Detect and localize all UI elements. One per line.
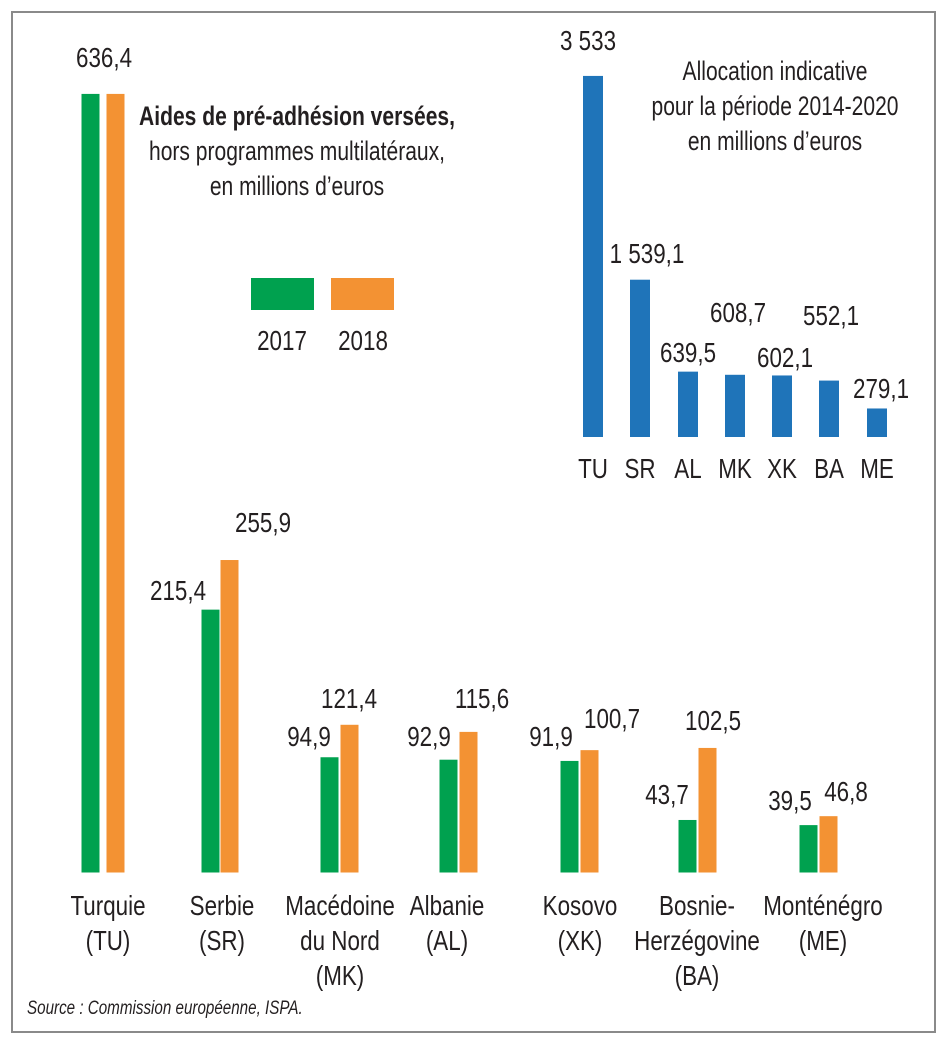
chart-subtitle: hors programmes multilatéraux, — [149, 137, 445, 167]
data-label: 121,4 — [321, 684, 377, 715]
bar-2018-tu — [105, 92, 126, 874]
bar-2017-mk — [319, 756, 340, 874]
category-label: Serbie — [190, 891, 255, 922]
chart-title: Aides de pré-adhésion versées, — [139, 102, 455, 132]
category-label: (AL) — [426, 926, 468, 957]
allocation-bar-sr — [630, 279, 650, 437]
bar-2018-sr — [219, 559, 240, 874]
allocation-data-label: 552,1 — [803, 301, 859, 332]
bar-2018-al — [458, 730, 479, 874]
allocation-tick-label: AL — [674, 454, 701, 485]
allocation-data-label: 3 533 — [560, 26, 616, 57]
data-label: 100,7 — [584, 704, 640, 735]
category-label: Bosnie- — [659, 891, 735, 922]
data-label: 91,9 — [529, 722, 573, 753]
data-label: 43,7 — [645, 780, 689, 811]
bar-2017-sr — [200, 608, 221, 874]
data-label: 255,9 — [235, 508, 291, 539]
allocation-tick-label: XK — [767, 454, 797, 485]
category-label: Monténégro — [763, 891, 883, 922]
allocation-bar-mk — [725, 374, 745, 437]
data-label: 636,4 — [76, 43, 132, 74]
allocation-title: Allocation indicative — [683, 57, 868, 87]
allocation-tick-label: TU — [578, 454, 608, 485]
legend-label-2017: 2017 — [257, 326, 307, 357]
bar-2018-ba — [697, 746, 718, 874]
allocation-title: pour la période 2014-2020 — [652, 92, 899, 122]
allocation-bar-me — [867, 408, 887, 437]
allocation-tick-label: ME — [860, 454, 894, 485]
allocation-bar-ba — [819, 380, 839, 437]
category-label: Kosovo — [543, 891, 618, 922]
category-label: (ME) — [799, 926, 848, 957]
category-label: (BA) — [675, 961, 720, 992]
data-label: 39,5 — [768, 786, 812, 817]
allocation-data-label: 602,1 — [757, 343, 813, 374]
legend-label-2018: 2018 — [338, 326, 388, 357]
bar-2018-mk — [339, 723, 360, 874]
category-label: (XK) — [558, 926, 603, 957]
allocation-tick-label: SR — [624, 454, 655, 485]
bar-2017-tu — [80, 92, 101, 874]
data-label: 115,6 — [455, 684, 509, 715]
allocation-data-label: 639,5 — [660, 338, 716, 369]
bar-2017-xk — [559, 759, 580, 874]
data-label: 215,4 — [150, 576, 206, 607]
chart-subtitle: en millions d’euros — [210, 172, 384, 202]
legend-swatch-2018 — [331, 278, 394, 310]
allocation-bar-al — [678, 371, 698, 437]
allocation-data-label: 608,7 — [710, 298, 766, 329]
allocation-bar-xk — [772, 375, 792, 437]
bar-2018-xk — [579, 749, 600, 874]
allocation-data-label: 279,1 — [853, 374, 909, 405]
data-label: 46,8 — [824, 777, 868, 808]
category-label: Albanie — [410, 891, 485, 922]
allocation-tick-label: MK — [718, 454, 752, 485]
source-note: Source : Commission européenne, ISPA. — [27, 996, 303, 1018]
category-label: (SR) — [199, 926, 245, 957]
category-label: Turquie — [70, 891, 145, 922]
allocation-title: en millions d’euros — [688, 127, 862, 157]
legend-swatch-2017 — [251, 278, 314, 310]
category-label: Herzégovine — [634, 926, 760, 957]
category-label: Macédoine — [285, 891, 395, 922]
allocation-bar-tu — [583, 75, 603, 437]
data-label: 92,9 — [407, 722, 451, 753]
category-label: (TU) — [86, 926, 131, 957]
allocation-data-label: 1 539,1 — [610, 239, 685, 270]
bar-2017-me — [798, 824, 819, 874]
bar-2018-me — [818, 815, 839, 874]
bar-2017-ba — [677, 818, 698, 874]
bar-2017-al — [438, 758, 459, 874]
category-label: (MK) — [316, 961, 365, 992]
data-label: 94,9 — [287, 722, 331, 753]
data-label: 102,5 — [685, 706, 741, 737]
category-label: du Nord — [300, 926, 380, 957]
allocation-tick-label: BA — [814, 454, 844, 485]
